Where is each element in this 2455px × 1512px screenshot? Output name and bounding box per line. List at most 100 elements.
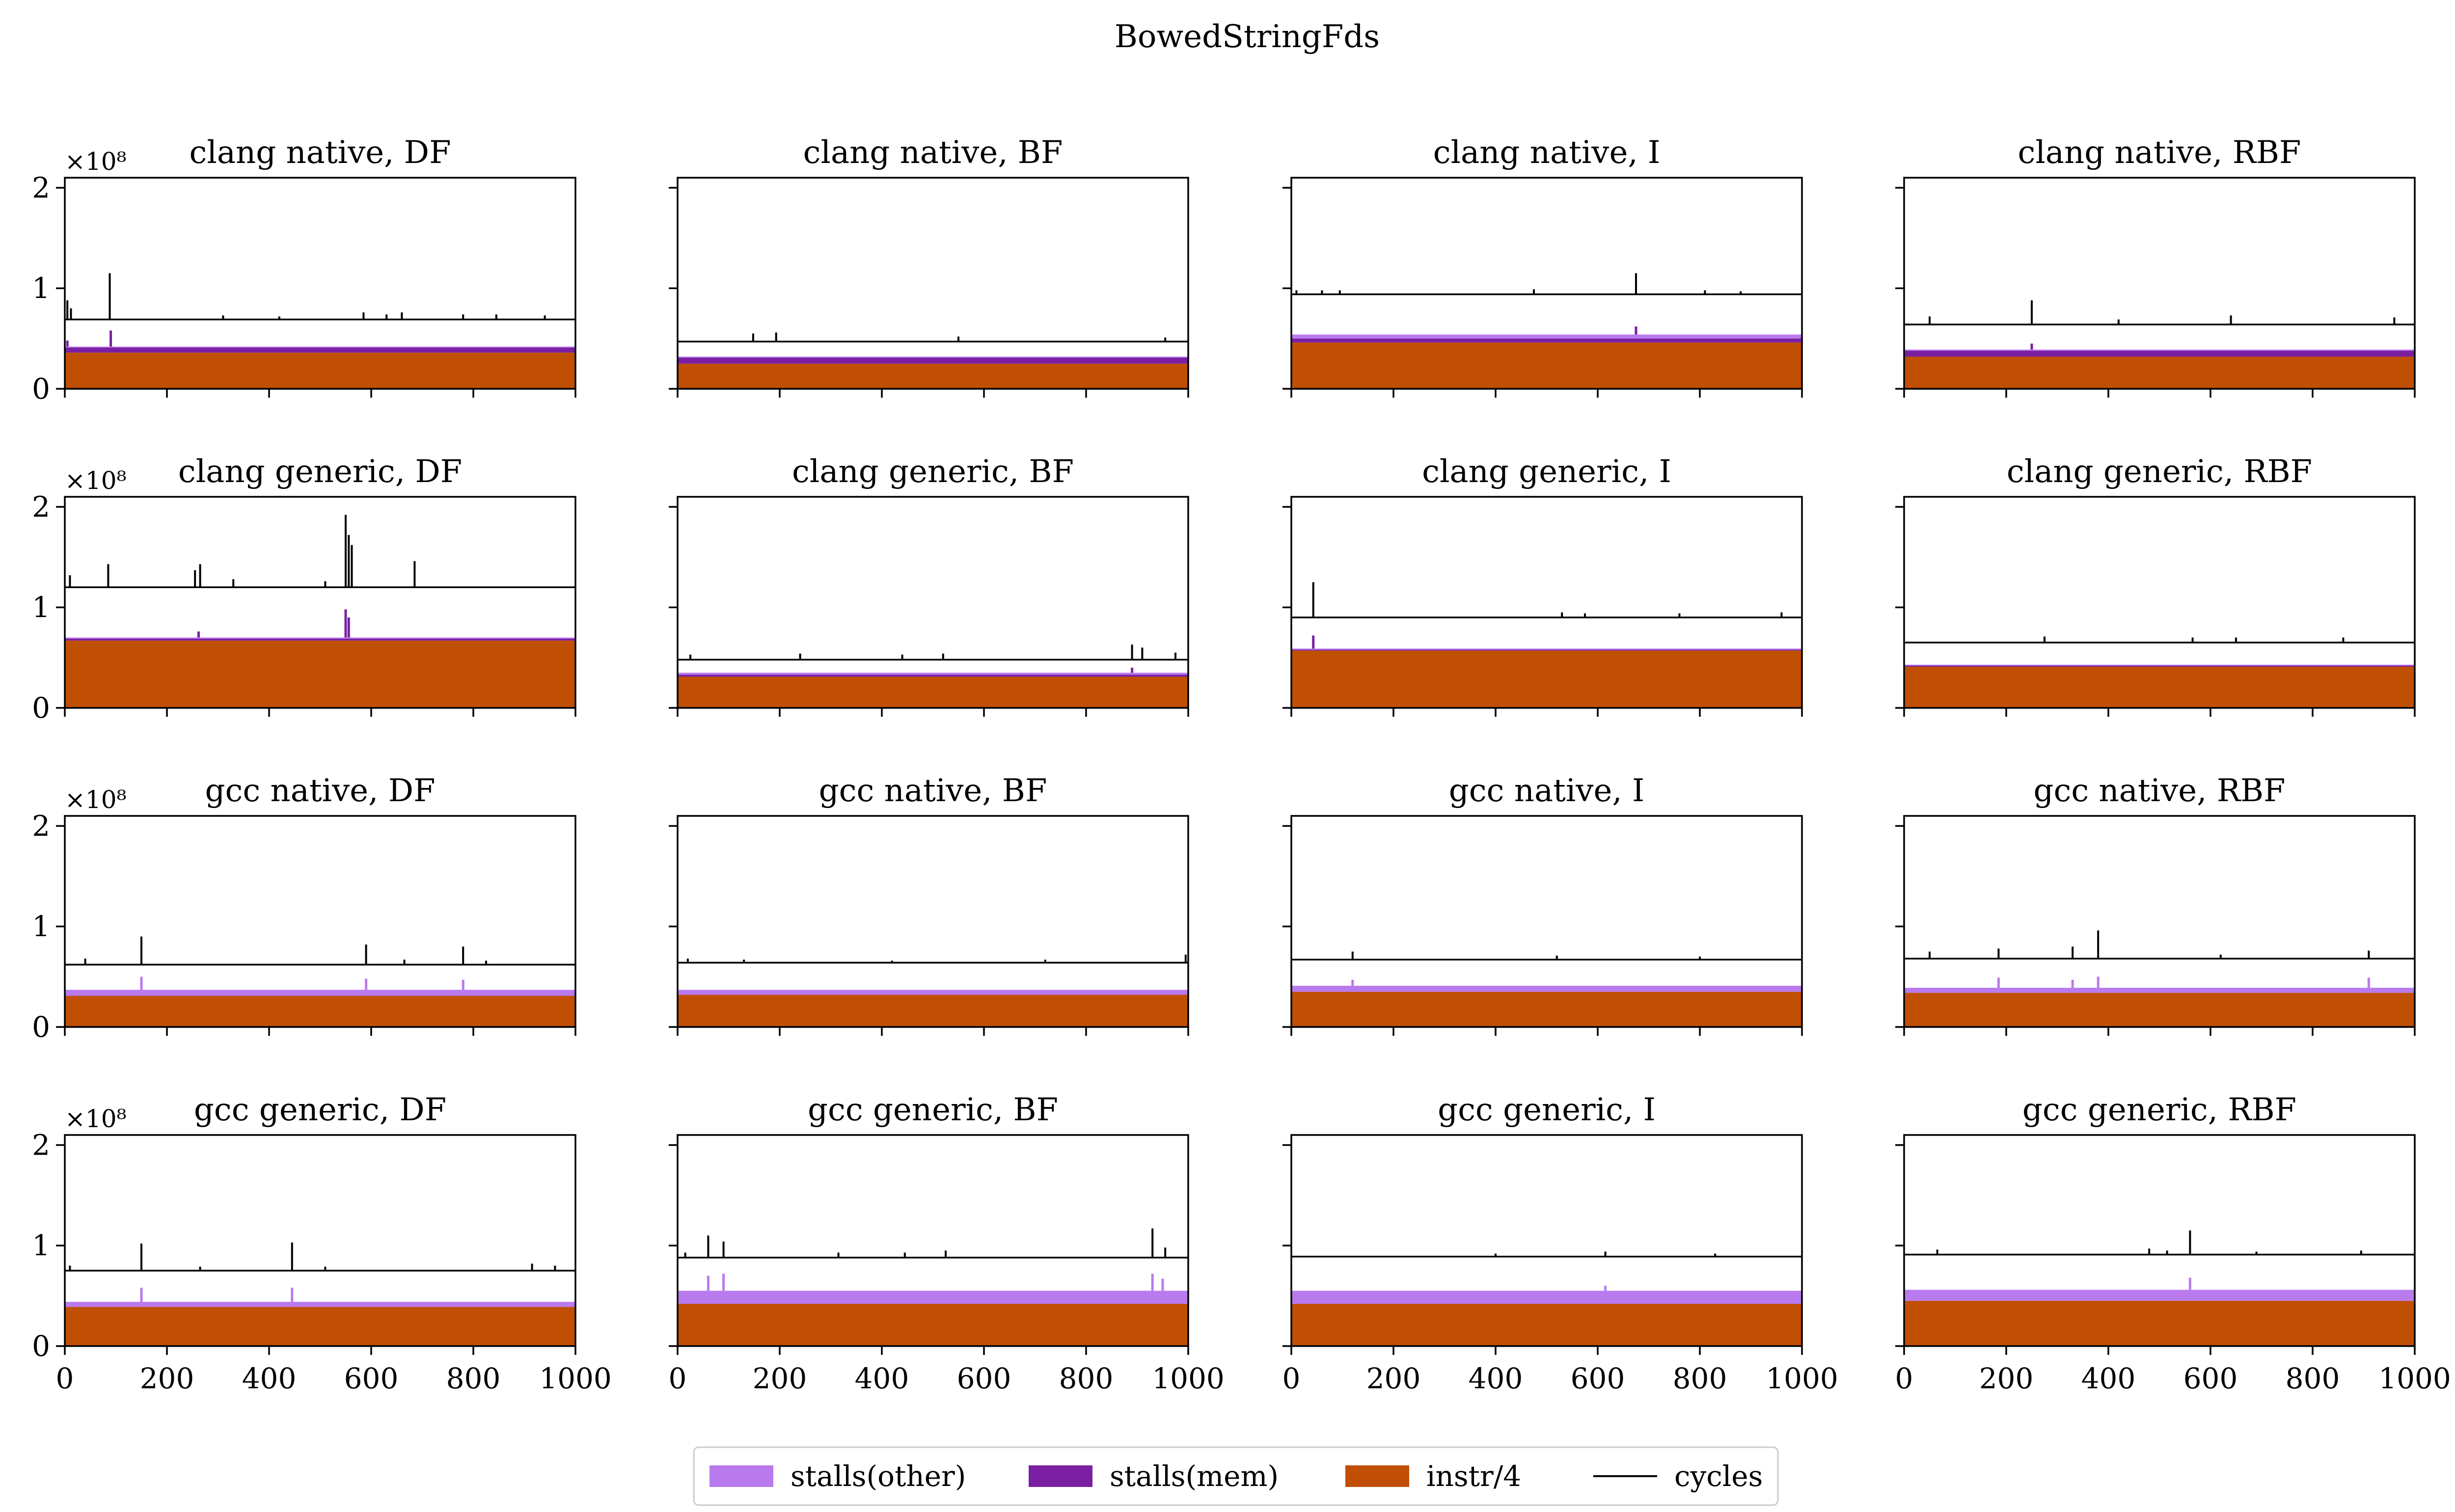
x-tick-label: 200 xyxy=(753,1362,807,1395)
y-tick-label: 0 xyxy=(32,691,50,725)
stalls-other-area xyxy=(678,673,1188,675)
subplot: gcc generic, RBF 0 200 400 600 800 1000 xyxy=(1895,1092,2451,1395)
subplot: clang native, RBF xyxy=(1895,135,2416,398)
stalls-other-area xyxy=(678,1291,1188,1304)
y-exponent-label: ×10⁸ xyxy=(65,785,127,814)
x-tick-label: 200 xyxy=(1366,1362,1421,1395)
subplot-frame xyxy=(1903,815,2416,1028)
stalls-mem-area xyxy=(65,348,575,353)
y-tick-label: 1 xyxy=(32,271,50,305)
stalls-other-area xyxy=(1904,350,2415,351)
subplot: gcc native, I xyxy=(1282,773,1803,1036)
subplot-frame xyxy=(677,815,1189,1028)
stalls-other-area xyxy=(678,356,1188,358)
stalls-mem-area xyxy=(678,675,1188,677)
subplot-title: clang generic, DF xyxy=(178,454,462,490)
subplot-title: clang native, I xyxy=(1433,135,1661,171)
subplot-frame xyxy=(677,496,1189,709)
instr-area xyxy=(1291,650,1802,708)
y-tick-label: 0 xyxy=(32,1329,50,1363)
stalls-mem-area xyxy=(1291,649,1802,651)
subplot: gcc generic, I 0 200 400 600 800 1000 xyxy=(1282,1092,1838,1395)
legend-patch-swatch xyxy=(1345,1465,1409,1487)
subplot-frame xyxy=(64,177,576,390)
legend-patch-swatch xyxy=(709,1465,773,1487)
y-tick-label: 2 xyxy=(32,809,50,842)
subplot-title: gcc native, BF xyxy=(819,773,1047,809)
subplot-frame xyxy=(64,815,576,1028)
subplot-frame xyxy=(1290,496,1803,709)
subplot: clang native, I xyxy=(1282,135,1803,398)
stalls-mem-area xyxy=(1904,666,2415,667)
instr-area xyxy=(678,676,1188,708)
y-exponent-label: ×10⁸ xyxy=(65,147,127,176)
legend-label: stalls(other) xyxy=(791,1459,966,1493)
subplot-frame xyxy=(1290,177,1803,390)
subplot: clang native, DF 0 1 2 ×10⁸ xyxy=(32,135,576,405)
subplot-frame xyxy=(677,1134,1189,1347)
x-tick-label: 1000 xyxy=(2378,1362,2451,1395)
y-tick-label: 0 xyxy=(32,1010,50,1044)
instr-area xyxy=(1904,1300,2415,1346)
x-tick-label: 800 xyxy=(2286,1362,2340,1395)
subplot-frame xyxy=(677,177,1189,390)
subplot-frame xyxy=(64,496,576,709)
stalls-other-area xyxy=(678,990,1188,995)
stalls-other-area xyxy=(65,1301,575,1307)
y-tick-label: 2 xyxy=(32,1128,50,1161)
x-tick-label: 400 xyxy=(1469,1362,1523,1395)
x-tick-label: 600 xyxy=(344,1362,399,1395)
y-tick-label: 1 xyxy=(32,591,50,624)
subplot: gcc native, RBF xyxy=(1895,773,2416,1036)
x-tick-label: 1000 xyxy=(539,1362,612,1395)
subplot-frame xyxy=(1903,1134,2416,1347)
y-tick-label: 0 xyxy=(32,372,50,405)
figure-title: BowedStringFds xyxy=(1115,19,1380,55)
subplot-frame xyxy=(1290,815,1803,1028)
subplot-frame xyxy=(64,1134,576,1347)
stalls-other-area xyxy=(1291,986,1802,992)
stalls-mem-area xyxy=(1904,351,2415,357)
subplot: clang native, BF xyxy=(669,135,1189,398)
x-tick-label: 1000 xyxy=(1152,1362,1225,1395)
instr-area xyxy=(1904,667,2415,708)
subplot-title: gcc native, I xyxy=(1449,773,1645,809)
subplot-title: gcc generic, BF xyxy=(808,1092,1058,1128)
y-tick-label: 2 xyxy=(32,490,50,523)
instr-area xyxy=(678,995,1188,1027)
legend-frame xyxy=(693,1446,1779,1506)
subplot-title: clang native, BF xyxy=(803,135,1063,171)
subplot-frame xyxy=(1290,1134,1803,1347)
x-tick-label: 600 xyxy=(957,1362,1011,1395)
x-tick-label: 0 xyxy=(56,1362,74,1395)
x-tick-label: 800 xyxy=(1673,1362,1727,1395)
subplot-frame xyxy=(1903,496,2416,709)
subplot: gcc native, BF xyxy=(669,773,1189,1036)
subplot-title: gcc generic, RBF xyxy=(2022,1092,2296,1128)
subplot-grid: clang native, DF 0 1 2 ×10⁸ clang native, BF c… xyxy=(32,135,2451,1395)
y-exponent-label: ×10⁸ xyxy=(65,466,127,495)
subplot: gcc generic, BF 0 200 400 600 800 1000 xyxy=(669,1092,1225,1395)
stalls-other-area xyxy=(1291,334,1802,339)
stalls-other-area xyxy=(65,990,575,996)
subplot-title: gcc generic, DF xyxy=(194,1092,446,1128)
instr-area xyxy=(65,1307,575,1346)
subplot: clang generic, DF 0 1 2 ×10⁸ xyxy=(32,454,576,725)
instr-area xyxy=(1291,992,1802,1027)
subplot-title: gcc generic, I xyxy=(1438,1092,1656,1128)
x-tick-label: 600 xyxy=(1571,1362,1625,1395)
legend-label: instr/4 xyxy=(1426,1459,1521,1493)
stalls-other-area xyxy=(1904,664,2415,666)
y-tick-label: 1 xyxy=(32,910,50,943)
instr-area xyxy=(678,1304,1188,1346)
subplot-title: gcc native, DF xyxy=(205,773,436,809)
subplot: clang generic, RBF xyxy=(1895,454,2416,717)
x-tick-label: 600 xyxy=(2183,1362,2238,1395)
subplot-frame xyxy=(1903,177,2416,390)
stalls-other-area xyxy=(65,347,575,348)
instr-area xyxy=(65,640,575,708)
stalls-mem-area xyxy=(678,357,1188,364)
x-tick-label: 0 xyxy=(1282,1362,1301,1395)
instr-area xyxy=(1904,993,2415,1027)
legend-patch-swatch xyxy=(1029,1465,1092,1487)
